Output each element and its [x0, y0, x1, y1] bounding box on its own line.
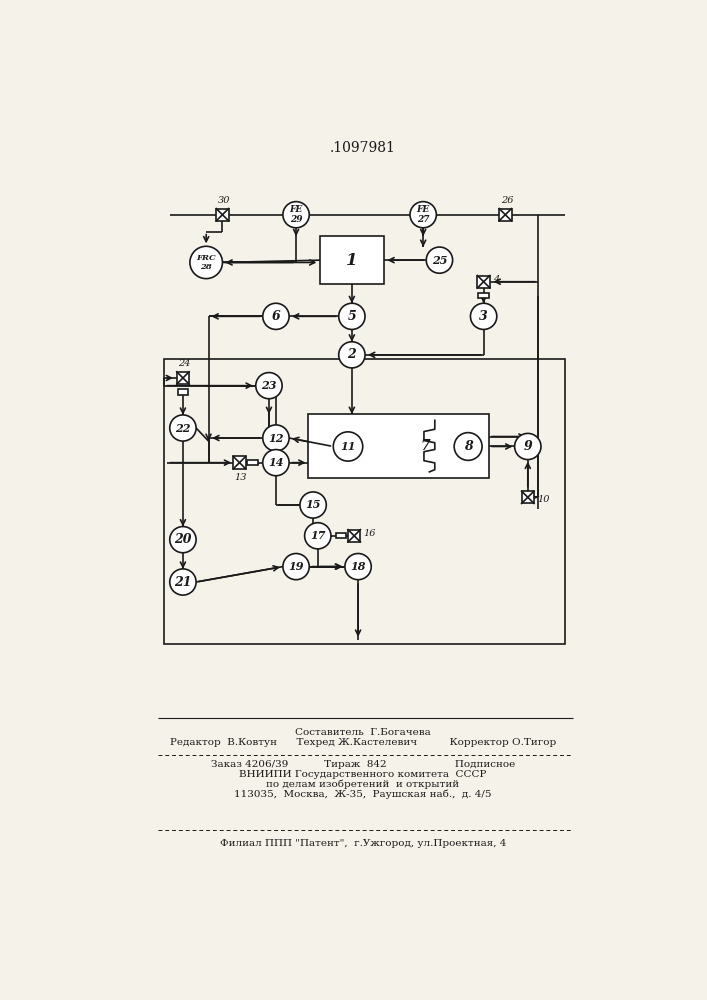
Text: 26: 26 — [501, 196, 513, 205]
Text: 7: 7 — [421, 439, 431, 453]
Text: 3: 3 — [479, 310, 488, 323]
Bar — [177, 372, 189, 384]
Text: Редактор  В.Ковтун      Техред Ж.Кастелевич          Корректор О.Тигор: Редактор В.Ковтун Техред Ж.Кастелевич Ко… — [170, 738, 556, 747]
Bar — [336, 533, 346, 538]
Bar — [499, 209, 512, 221]
Circle shape — [256, 373, 282, 399]
Circle shape — [170, 569, 196, 595]
Circle shape — [190, 246, 223, 279]
Text: 12: 12 — [268, 433, 284, 444]
Bar — [216, 209, 228, 221]
Bar — [478, 293, 489, 298]
Circle shape — [339, 303, 365, 329]
Bar — [477, 276, 490, 288]
Text: 5: 5 — [348, 310, 356, 323]
Bar — [348, 530, 361, 542]
Text: 9: 9 — [523, 440, 532, 453]
Text: 2: 2 — [348, 348, 356, 361]
Circle shape — [339, 342, 365, 368]
Bar — [164, 359, 565, 644]
Bar — [320, 236, 384, 284]
Circle shape — [515, 433, 541, 460]
Text: 19: 19 — [288, 561, 304, 572]
Circle shape — [283, 202, 309, 228]
Circle shape — [470, 303, 497, 329]
Text: 20: 20 — [174, 533, 192, 546]
Text: .1097981: .1097981 — [329, 141, 396, 155]
Circle shape — [283, 554, 309, 580]
Text: 22: 22 — [175, 422, 191, 434]
Text: 10: 10 — [537, 495, 549, 504]
Bar — [247, 460, 258, 465]
Circle shape — [300, 492, 327, 518]
Circle shape — [170, 527, 196, 553]
Text: 113035,  Москва,  Ж-35,  Раушская наб.,  д. 4/5: 113035, Москва, Ж-35, Раушская наб., д. … — [234, 790, 491, 799]
Circle shape — [263, 450, 289, 476]
Circle shape — [345, 554, 371, 580]
Text: 14: 14 — [268, 457, 284, 468]
Text: 17: 17 — [310, 530, 325, 541]
Text: Заказ 4206/39           Тираж  842                     Подписное: Заказ 4206/39 Тираж 842 Подписное — [211, 760, 515, 769]
Text: 15: 15 — [305, 499, 321, 510]
Text: 24: 24 — [178, 359, 191, 368]
Bar — [522, 491, 534, 503]
Text: 30: 30 — [218, 196, 230, 205]
Text: Филиал ППП "Патент",  г.Ужгород, ул.Проектная, 4: Филиал ППП "Патент", г.Ужгород, ул.Проек… — [220, 839, 506, 848]
Text: 18: 18 — [351, 561, 366, 572]
Circle shape — [410, 202, 436, 228]
Text: 6: 6 — [271, 310, 280, 323]
Circle shape — [263, 303, 289, 329]
Bar — [177, 389, 188, 395]
Text: 21: 21 — [174, 576, 192, 588]
Text: ВНИИПИ Государственного комитета  СССР: ВНИИПИ Государственного комитета СССР — [239, 770, 486, 779]
Circle shape — [263, 425, 289, 451]
Text: Составитель  Г.Богачева: Составитель Г.Богачева — [295, 728, 431, 737]
Text: 4: 4 — [493, 275, 499, 284]
Text: FRC
28: FRC 28 — [197, 254, 216, 271]
Text: 23: 23 — [261, 380, 276, 391]
Circle shape — [170, 415, 196, 441]
Text: 11: 11 — [340, 441, 356, 452]
Text: по делам изобретений  и открытий: по делам изобретений и открытий — [266, 780, 460, 789]
Text: FE
27: FE 27 — [416, 205, 430, 224]
Text: 16: 16 — [363, 529, 376, 538]
Text: 1: 1 — [346, 252, 358, 269]
Bar — [308, 414, 489, 478]
Circle shape — [305, 523, 331, 549]
Text: 8: 8 — [464, 440, 472, 453]
Bar — [233, 456, 246, 469]
Text: 25: 25 — [432, 255, 448, 266]
Circle shape — [454, 433, 482, 460]
Text: FE
29: FE 29 — [289, 205, 303, 224]
Circle shape — [333, 432, 363, 461]
Circle shape — [426, 247, 452, 273]
Text: 13: 13 — [235, 473, 247, 482]
